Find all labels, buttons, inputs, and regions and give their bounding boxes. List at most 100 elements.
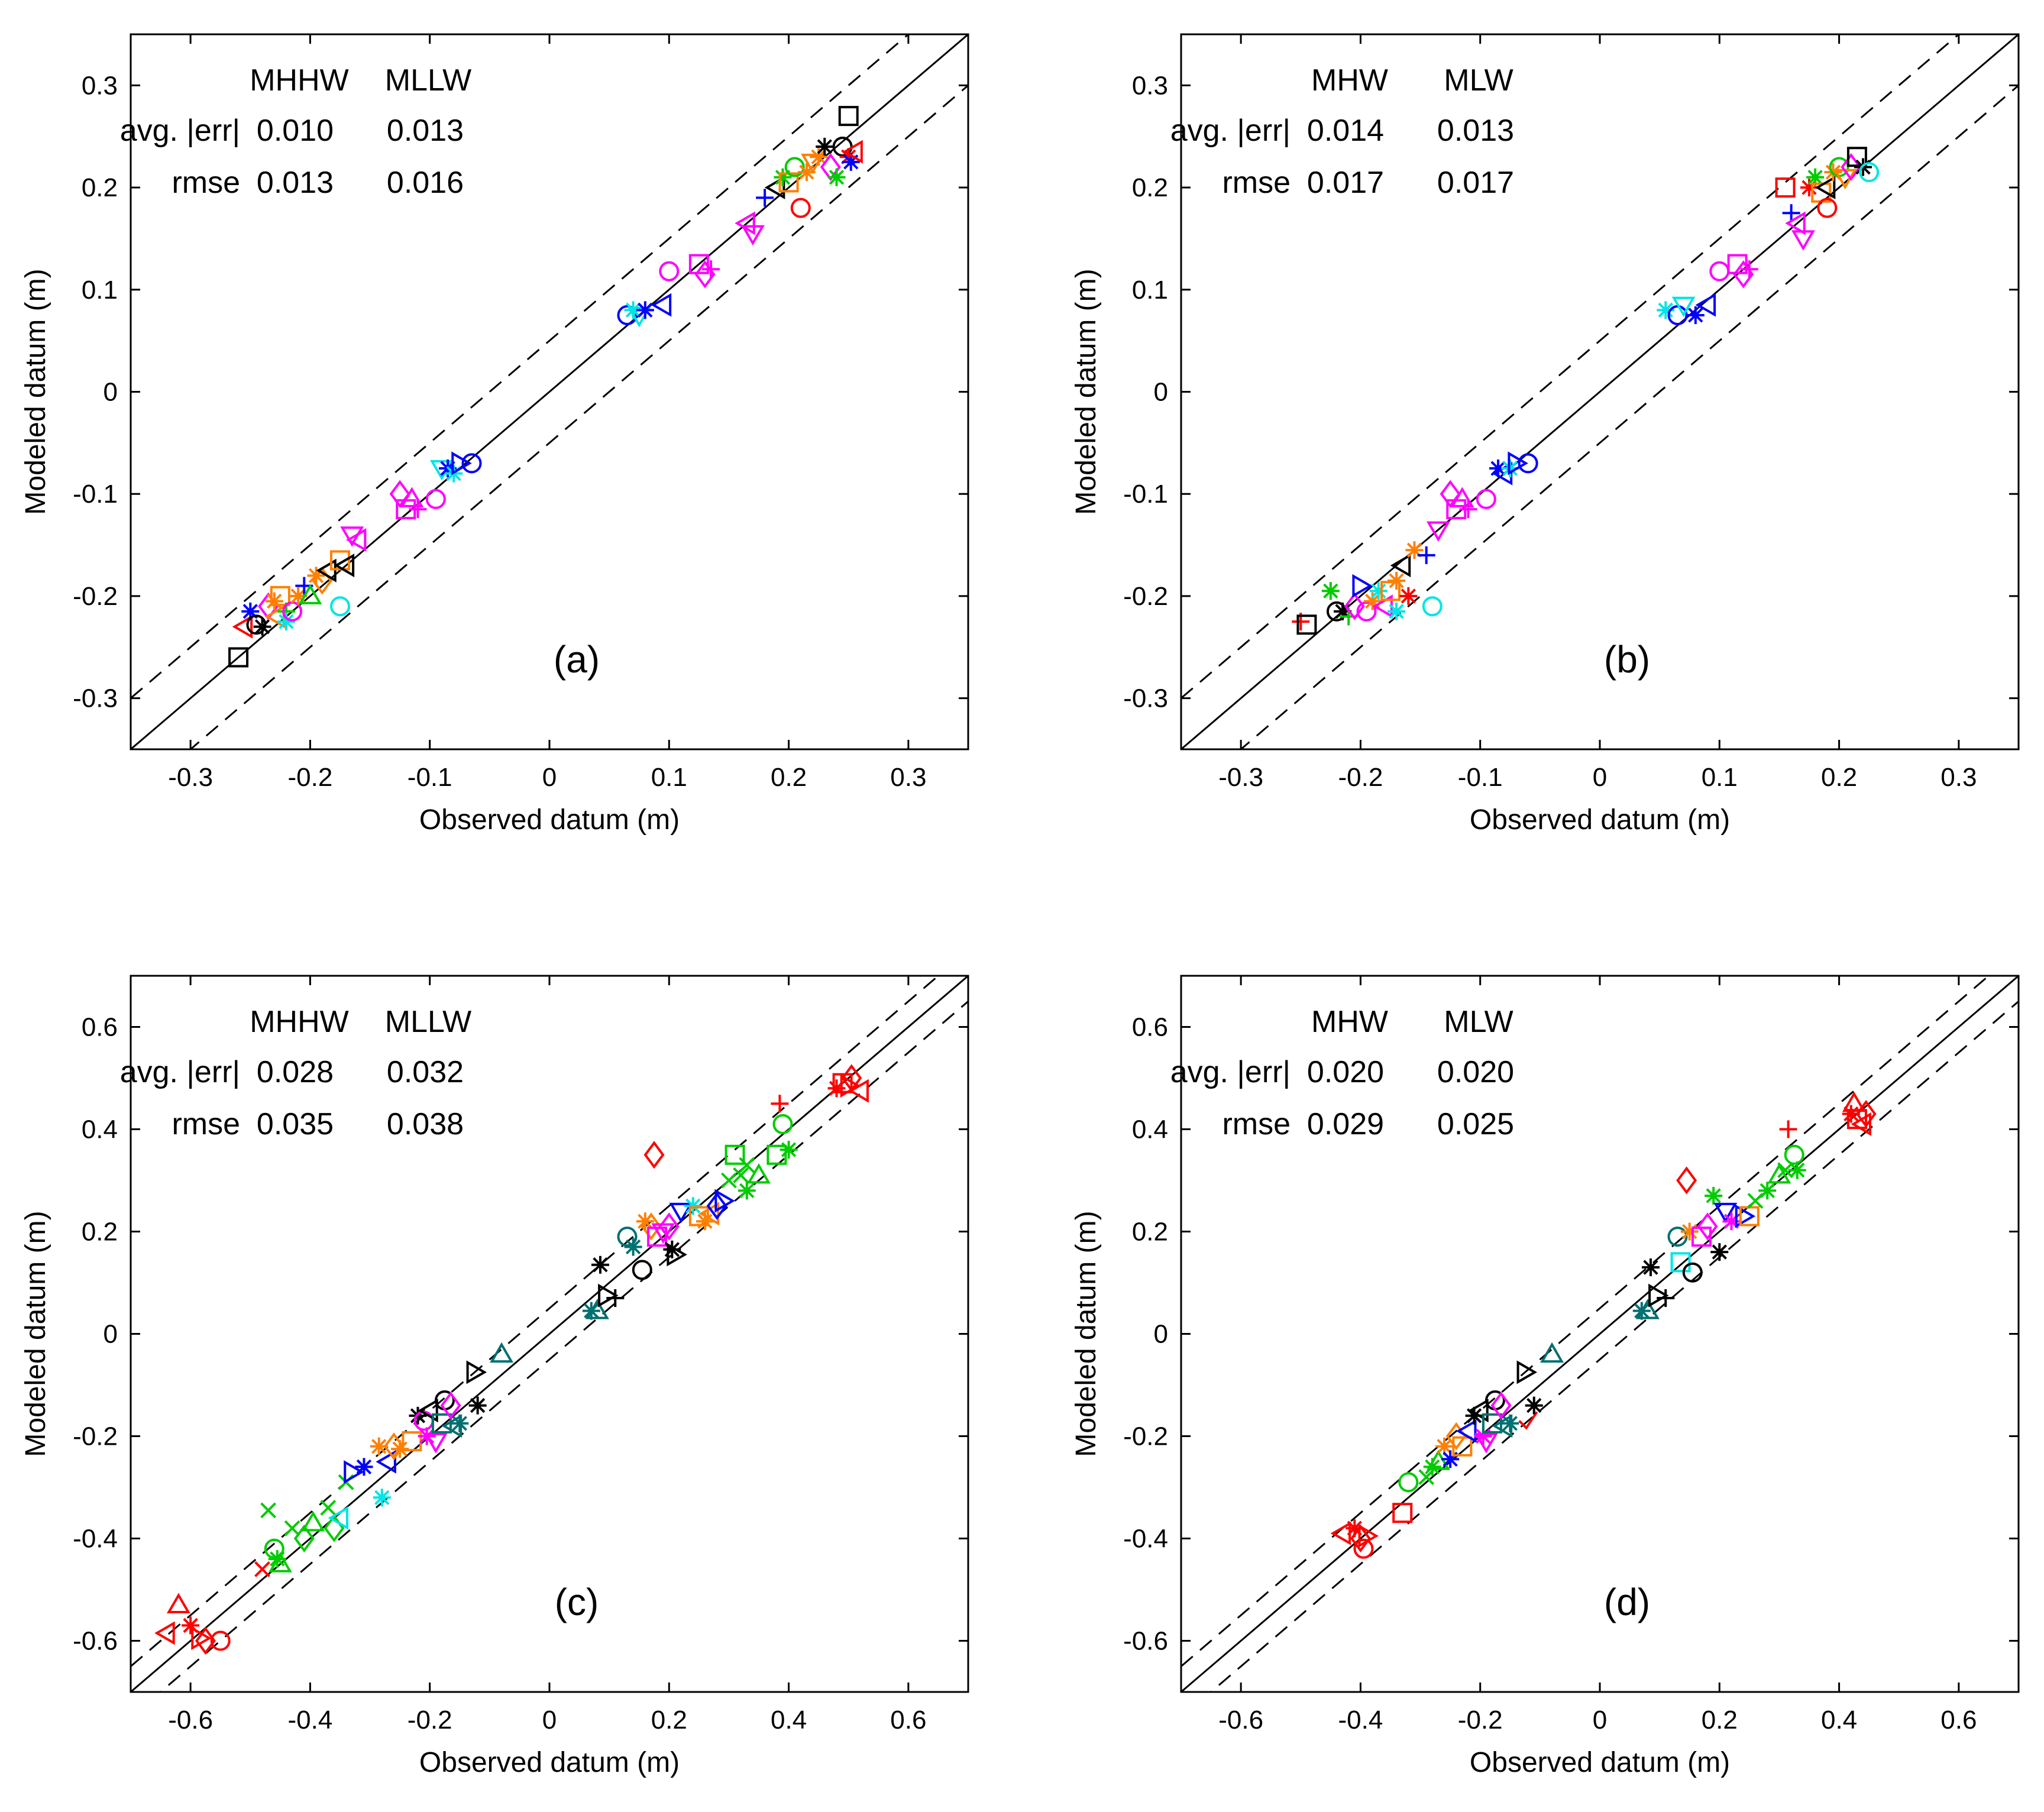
- y-tick-label: 0.2: [1132, 173, 1168, 202]
- stats-value: 0.014: [1307, 114, 1384, 148]
- one-to-one-line: [131, 976, 968, 1692]
- upper-bound-line: [1181, 34, 1961, 699]
- data-point: [1635, 1299, 1660, 1319]
- data-point: [301, 1511, 325, 1532]
- data-point: [1815, 176, 1836, 200]
- data-point: [1468, 1399, 1489, 1423]
- stats-header: MLLW: [385, 1005, 471, 1039]
- data-point: [1682, 1262, 1703, 1283]
- y-tick-label: 0: [104, 378, 118, 407]
- data-point: [1417, 546, 1435, 564]
- y-tick-label: 0.3: [82, 71, 118, 100]
- stats-row-label: rmse: [172, 1107, 240, 1141]
- panel-label: (d): [1604, 1581, 1650, 1623]
- lower-bound-line: [1209, 1001, 2019, 1692]
- data-point: [1713, 1202, 1738, 1224]
- data-point: [663, 1240, 681, 1258]
- data-point: [1516, 1360, 1538, 1384]
- data-point: [253, 617, 271, 636]
- data-point: [1344, 592, 1365, 620]
- x-tick-label: -0.2: [1338, 763, 1383, 792]
- y-tick-label: 0.6: [82, 1013, 118, 1042]
- data-point: [391, 1440, 409, 1458]
- stats-header: MHW: [1311, 1005, 1388, 1039]
- data-point: [1390, 554, 1411, 578]
- y-tick-label: -0.3: [1123, 684, 1168, 713]
- data-point: [1740, 260, 1758, 279]
- data-point: [643, 1141, 665, 1169]
- data-point: [277, 613, 295, 631]
- data-point: [1784, 1144, 1804, 1165]
- data-point: [1800, 179, 1818, 197]
- data-point: [702, 260, 720, 279]
- data-point: [284, 1520, 300, 1536]
- data-point: [210, 1630, 231, 1651]
- data-point: [1422, 596, 1443, 617]
- y-tick-label: 0.2: [82, 173, 118, 202]
- data-point: [1350, 1524, 1371, 1553]
- data-point: [466, 1360, 487, 1384]
- stats-table: MHW MLW avg. |err| 0.020 0.020 rmse 0.029 0.025: [1170, 1005, 1514, 1141]
- data-point: [816, 137, 834, 156]
- data-point: [461, 453, 482, 474]
- data-point: [771, 1095, 789, 1113]
- data-point: [1508, 451, 1528, 475]
- data-point: [747, 1163, 771, 1184]
- data-point: [714, 1189, 735, 1213]
- data-point: [790, 198, 811, 218]
- data-point: [334, 554, 355, 578]
- x-tick-label: 0: [542, 1706, 557, 1735]
- data-point: [1435, 1437, 1454, 1455]
- panel-label: (c): [555, 1581, 599, 1623]
- data-point: [641, 1212, 662, 1241]
- data-points: [1292, 147, 1880, 635]
- data-point: [1670, 1252, 1691, 1273]
- y-tick-label: 0: [104, 1320, 118, 1349]
- data-point: [1450, 487, 1474, 507]
- x-tick-label: 0.3: [1940, 763, 1977, 792]
- data-point: [1747, 1193, 1764, 1209]
- data-point: [696, 1212, 714, 1231]
- data-point: [344, 1460, 364, 1484]
- data-point: [1709, 261, 1730, 281]
- x-tick-label: 0.4: [771, 1706, 807, 1735]
- data-point: [1358, 1524, 1379, 1548]
- data-point: [1641, 1258, 1660, 1277]
- data-point: [330, 550, 350, 571]
- data-point: [1490, 1391, 1512, 1420]
- y-tick-label: -0.4: [1123, 1525, 1168, 1554]
- y-tick-label: 0.1: [1132, 276, 1168, 305]
- data-point: [254, 1561, 270, 1577]
- stats-row-label: rmse: [172, 166, 240, 200]
- data-point: [740, 225, 765, 246]
- data-point: [756, 189, 774, 207]
- stats-row-label: rmse: [1222, 1107, 1291, 1141]
- x-tick-label: 0.2: [1821, 763, 1857, 792]
- y-tick-label: 0.2: [82, 1218, 118, 1247]
- y-tick-label: 0.3: [1132, 71, 1168, 100]
- y-tick-label: 0.2: [1132, 1218, 1168, 1247]
- data-point: [270, 585, 290, 606]
- data-point: [772, 1114, 793, 1134]
- y-tick-label: 0: [1154, 1320, 1168, 1349]
- data-point: [1657, 1289, 1675, 1307]
- data-point: [1686, 306, 1705, 324]
- data-point: [598, 1283, 619, 1308]
- stats-value: 0.017: [1307, 166, 1384, 200]
- data-point: [1667, 1227, 1688, 1247]
- y-tick-label: 0.4: [82, 1115, 118, 1144]
- upper-bound-line: [131, 976, 940, 1667]
- y-axis-label: Modeled datum (m): [20, 1211, 51, 1457]
- data-point: [839, 148, 858, 166]
- data-point: [1841, 153, 1862, 182]
- panel-c: -0.6 -0.4 -0.2 0 0.2 0.4 0.6 -0.6 -0.4 -0.2 0 0.2 0.…: [20, 975, 969, 1778]
- stats-value: 0.038: [387, 1107, 464, 1141]
- data-point: [784, 157, 805, 177]
- stats-value: 0.016: [387, 166, 464, 200]
- data-point: [293, 1524, 315, 1553]
- data-point: [1758, 1182, 1777, 1200]
- x-axis-label: Observed datum (m): [419, 1747, 680, 1778]
- data-point: [345, 528, 367, 552]
- data-point: [330, 596, 350, 617]
- panel-a: -0.3 -0.2 -0.1 0 0.1 0.2 0.3 -0.3 -0.2 -0.1 0 0.1 0.…: [20, 33, 969, 836]
